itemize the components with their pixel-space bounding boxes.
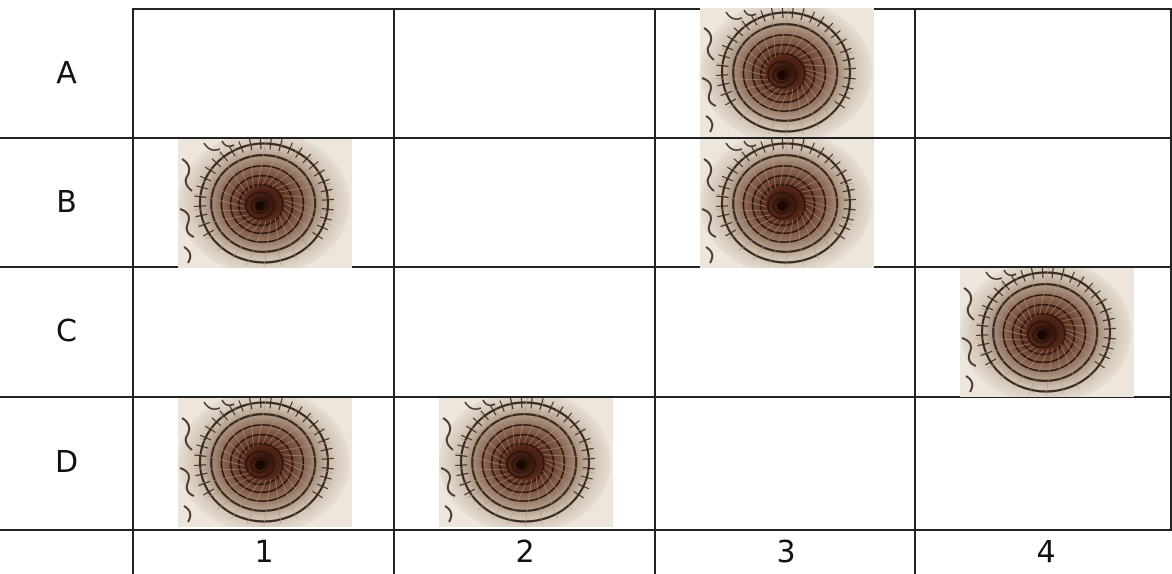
cell-b1 [134,139,394,268]
grid-line [132,8,1172,10]
spiral-staircase-photo-icon [700,139,874,268]
grid-line [0,266,1172,268]
spiral-staircase-drawing [960,268,1134,397]
row-label-a: A [56,56,77,91]
spiral-staircase-photo-icon [700,8,874,137]
spiral-staircase-drawing [439,398,613,527]
grid-line [132,8,134,574]
spiral-staircase-photo-icon [439,398,613,527]
column-label-3: 3 [776,535,796,570]
spiral-staircase-drawing [700,8,874,137]
column-label-4: 4 [1036,535,1056,570]
spiral-staircase-photo-icon [178,398,352,527]
cell-d2 [395,398,655,527]
grid-line [1170,8,1172,531]
spiral-staircase-photo-icon [960,268,1134,397]
column-label-2: 2 [515,535,535,570]
spiral-staircase-drawing [178,398,352,527]
spiral-staircase-drawing [178,139,352,268]
column-label-1: 1 [254,535,274,570]
cell-d1 [134,398,394,527]
grid-line [654,8,656,574]
row-label-c: C [56,314,77,349]
row-label-d: D [54,445,79,480]
spiral-staircase-drawing [700,139,874,268]
spiral-staircase-photo-icon [178,139,352,268]
cell-c4 [916,268,1172,397]
grid-line [0,137,1172,139]
grid-line [0,529,1172,531]
grid-line [914,8,916,574]
cell-a3 [656,8,916,137]
cell-b3 [656,139,916,268]
grid-line [393,8,395,574]
row-label-b: B [56,185,77,220]
grid-line [0,396,1172,398]
